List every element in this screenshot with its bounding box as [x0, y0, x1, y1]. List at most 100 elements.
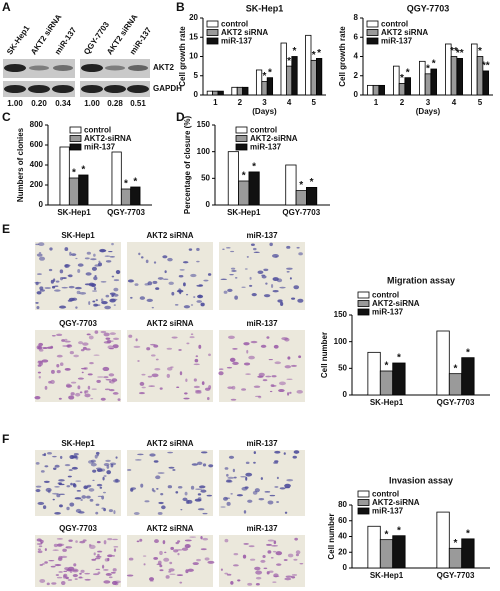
bar — [461, 357, 475, 396]
cell — [113, 304, 116, 306]
cell — [233, 476, 237, 479]
cell — [249, 276, 252, 280]
cell — [230, 267, 236, 270]
bar — [130, 186, 141, 206]
legend-swatch — [357, 308, 370, 316]
cell — [42, 453, 46, 456]
cell — [196, 260, 200, 263]
cell — [151, 306, 154, 309]
cell — [139, 296, 146, 300]
cell — [144, 500, 150, 503]
x-tick-label: QGY-7703 — [107, 208, 145, 217]
cell — [69, 502, 75, 507]
cell — [162, 255, 168, 259]
cell — [133, 345, 141, 349]
cell — [140, 256, 144, 259]
cell — [159, 550, 163, 556]
cell — [52, 498, 55, 501]
micrograph — [35, 242, 121, 310]
micrograph-label: AKT2 siRNA — [146, 439, 193, 448]
cell — [73, 354, 79, 358]
lane-label: miR-137 — [53, 25, 79, 56]
cell — [245, 373, 251, 375]
bar — [379, 370, 394, 396]
significance: * — [400, 73, 404, 84]
cell — [101, 300, 108, 305]
cell — [175, 491, 179, 494]
cell — [171, 336, 178, 339]
cell — [39, 564, 43, 566]
cell — [56, 354, 63, 358]
cell — [100, 330, 107, 334]
cell — [258, 497, 265, 501]
cell — [93, 287, 97, 291]
cell — [55, 574, 60, 576]
legend-label: control — [221, 20, 248, 29]
significance: * — [263, 71, 267, 82]
cell — [255, 582, 260, 586]
cell — [251, 293, 257, 297]
cell — [88, 488, 95, 492]
cell — [79, 391, 83, 394]
cell — [113, 287, 119, 292]
cell — [101, 495, 105, 500]
cell — [67, 475, 72, 478]
cell — [148, 385, 156, 387]
cell — [286, 271, 290, 273]
x-tick-label: 3 — [262, 98, 267, 107]
cell — [204, 557, 210, 561]
significance: * — [454, 363, 458, 374]
cell — [190, 304, 194, 306]
cell — [286, 378, 293, 380]
cell — [134, 459, 142, 461]
cell — [273, 540, 277, 545]
cell — [153, 261, 157, 264]
cell — [73, 456, 79, 459]
cell — [34, 281, 42, 284]
cell — [59, 362, 64, 367]
legend-label: miR-137 — [221, 37, 253, 46]
cell — [274, 486, 279, 488]
cell — [226, 479, 232, 483]
cell — [91, 388, 97, 390]
cell — [279, 487, 286, 490]
cell — [69, 350, 74, 355]
cell — [95, 503, 100, 506]
significance: * — [426, 63, 430, 74]
cell — [79, 540, 86, 544]
cell — [197, 493, 202, 496]
cell — [84, 393, 91, 398]
bar — [236, 86, 244, 96]
cell — [113, 279, 120, 282]
cell — [230, 250, 235, 253]
cell — [200, 489, 207, 493]
y-axis-label: Cell number — [327, 513, 336, 559]
cell — [183, 397, 190, 400]
cell — [43, 480, 50, 483]
cell — [164, 551, 167, 554]
cell — [153, 460, 159, 463]
micrograph-label: AKT2 siRNA — [146, 524, 193, 533]
y-tick-label: 2 — [354, 71, 359, 80]
bar — [295, 190, 307, 206]
bar — [238, 180, 250, 206]
cell — [94, 330, 99, 334]
cell — [107, 557, 110, 562]
cell — [153, 489, 156, 493]
cell — [151, 373, 159, 378]
bar — [471, 43, 478, 96]
cell — [253, 247, 257, 251]
cell — [230, 398, 237, 401]
cell — [250, 243, 255, 247]
cell — [81, 367, 87, 370]
cell — [232, 348, 238, 350]
bar — [436, 330, 450, 396]
cell — [185, 569, 189, 574]
cell — [231, 385, 236, 390]
cell — [272, 550, 277, 553]
x-tick-label: 1 — [213, 98, 218, 107]
cell — [163, 557, 170, 562]
cell — [227, 386, 233, 389]
bar — [379, 539, 394, 569]
